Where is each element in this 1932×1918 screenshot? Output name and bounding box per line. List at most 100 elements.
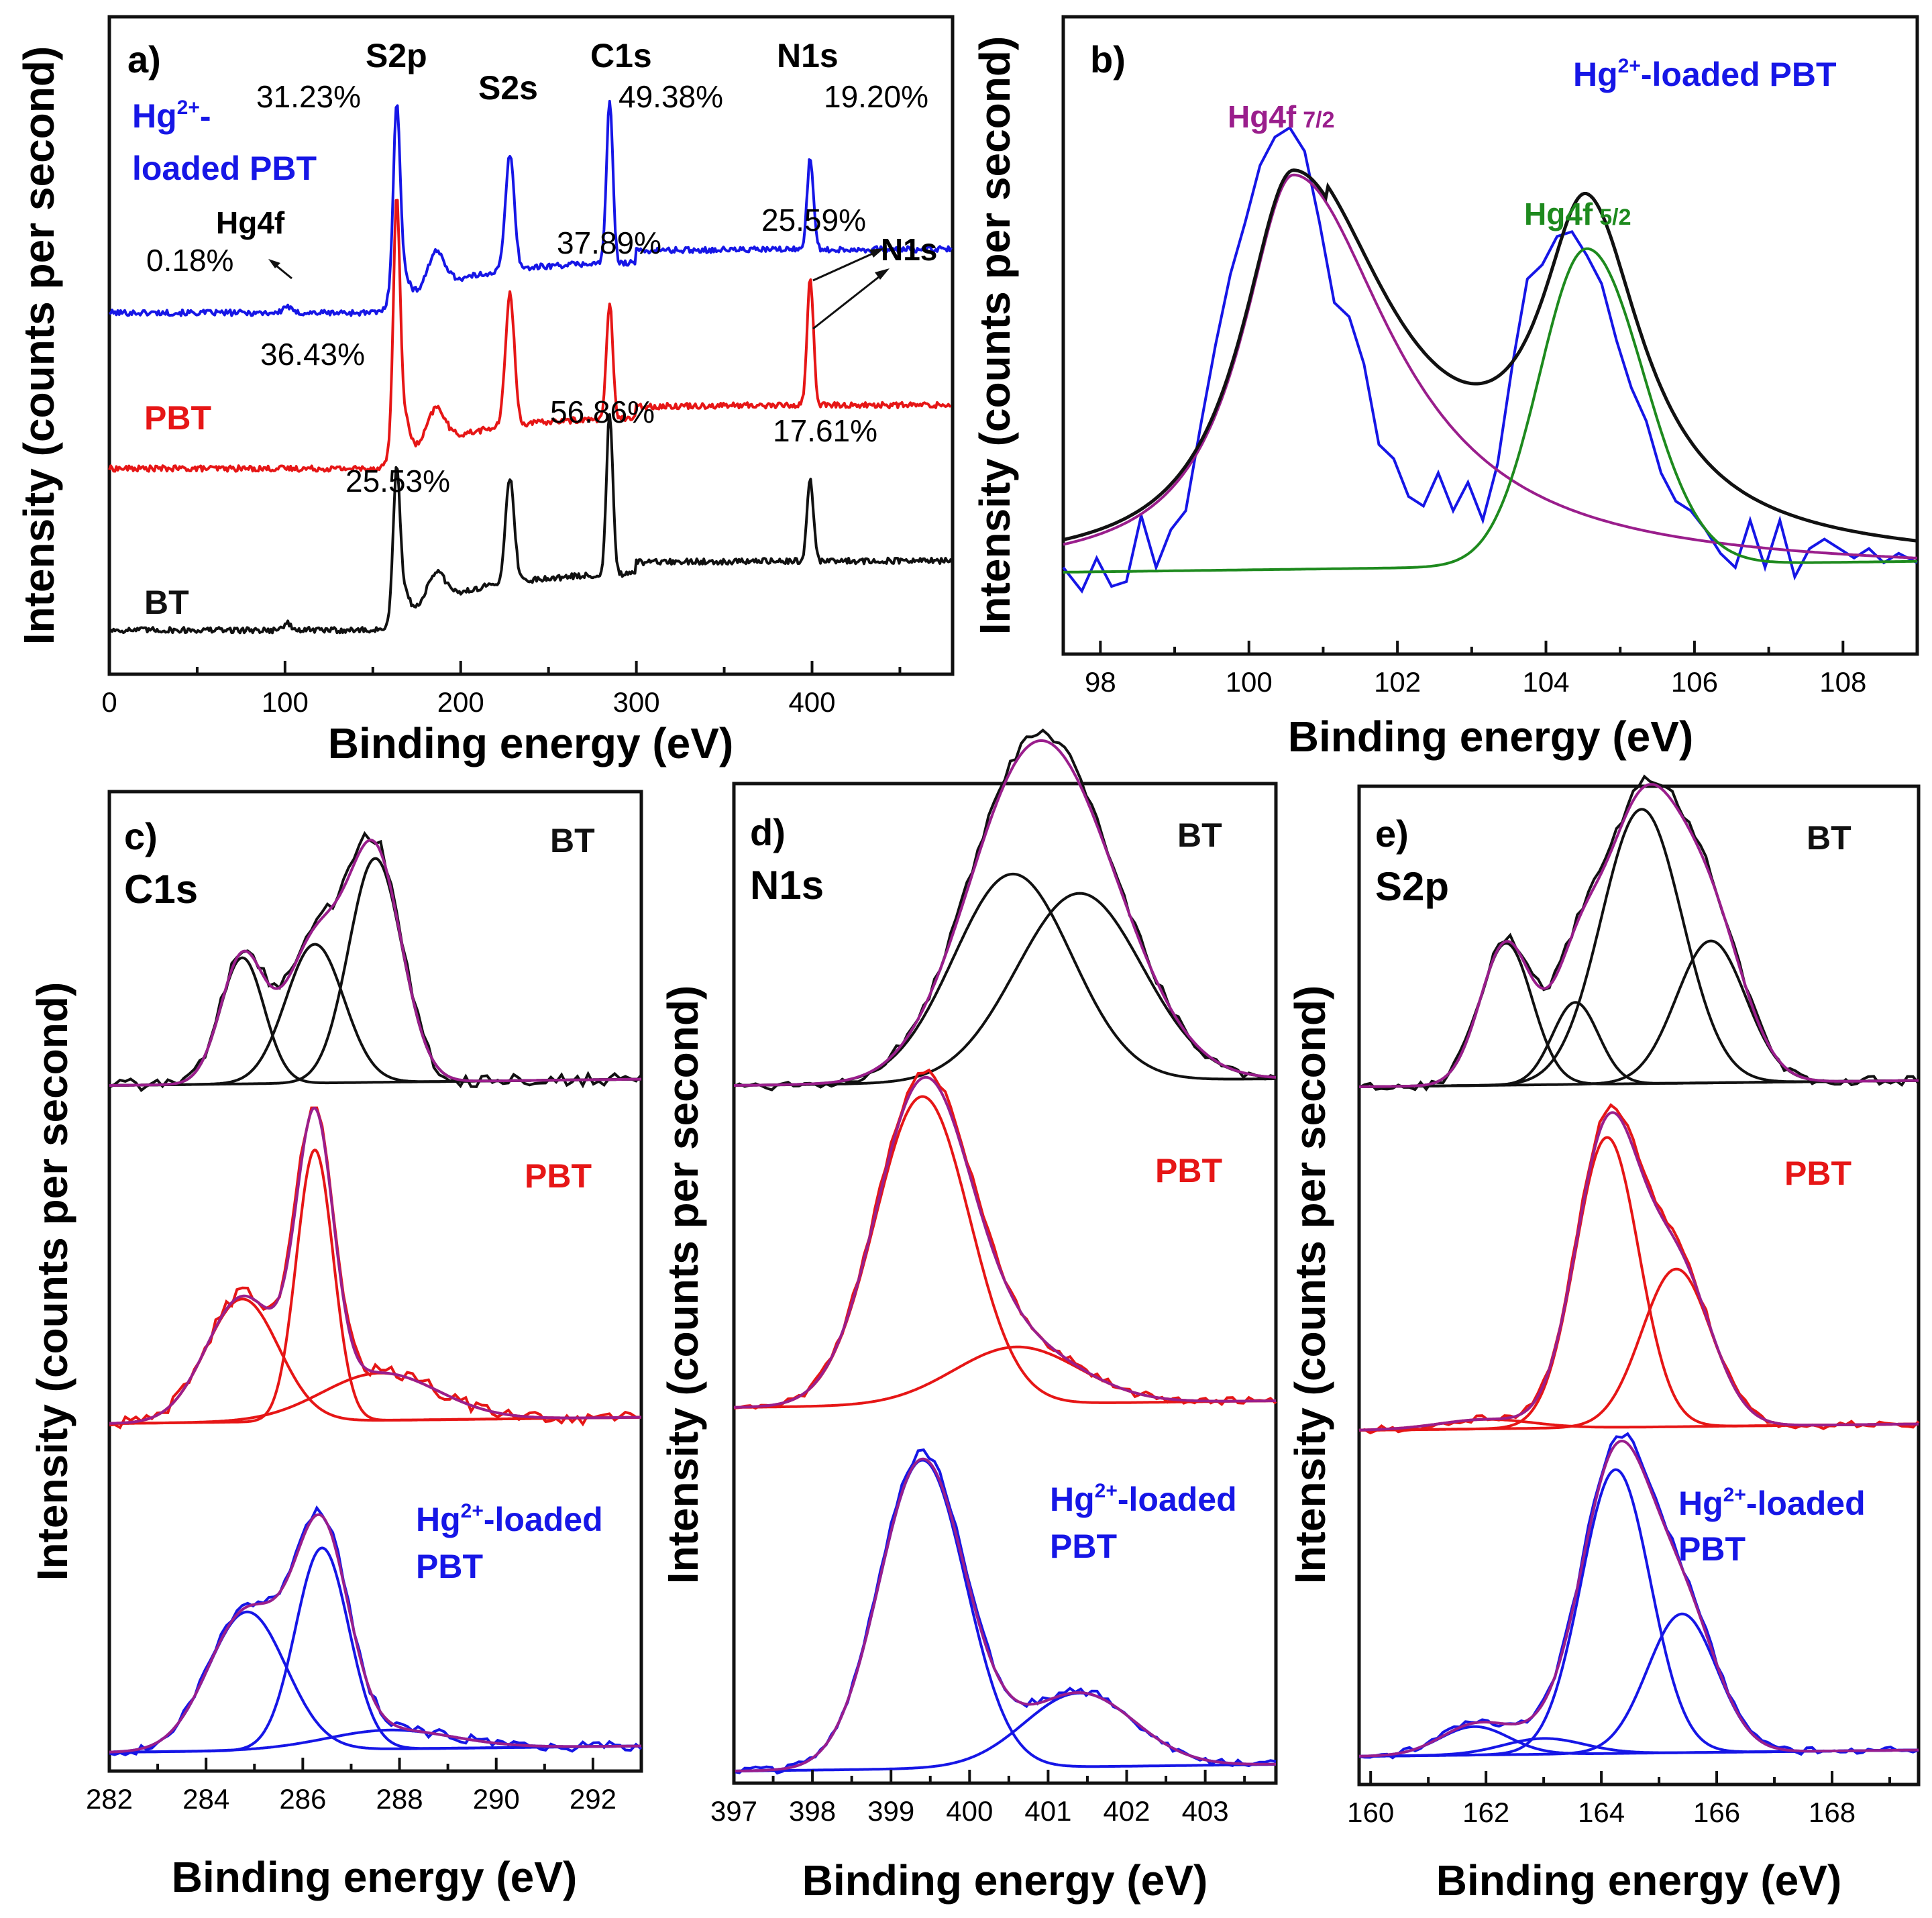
panel-d-x-tick-label: 399 <box>867 1795 914 1827</box>
callout-n1s-arrow-2 <box>812 270 886 330</box>
panel-e-hg-label: Hg2+-loaded <box>1678 1484 1866 1522</box>
peak-label-n1s: N1s <box>777 37 839 74</box>
panel-c-x-tick-label: 288 <box>376 1783 423 1815</box>
panel-d-pbt-label: PBT <box>1155 1152 1222 1189</box>
d-pbt-envelope-line <box>734 1075 1276 1409</box>
panel-e-pbt-label: PBT <box>1784 1155 1851 1192</box>
peak-label-s2s: S2s <box>478 69 538 107</box>
panel-b-ylabel: Intensity (counts per second) <box>971 36 1019 635</box>
panel-d-x-tick-label: 403 <box>1182 1795 1229 1827</box>
panel-d-xlabel: Binding energy (eV) <box>802 1856 1208 1905</box>
panel-b-title: Hg2+-loaded PBT <box>1573 55 1837 93</box>
panel-b-label: b) <box>1090 38 1126 81</box>
peak-label-s2p: S2p <box>366 37 427 74</box>
panel-a-xlabel: Binding energy (eV) <box>328 719 734 767</box>
panel-b-series <box>1062 125 1918 594</box>
panel-d-x-tick-label: 397 <box>710 1795 757 1827</box>
panel-b-hg4f: 98 100 102 104 106 108 b) Hg2+-loaded PBT Hg4… <box>971 15 1919 761</box>
fit-label-hg4f-72: Hg4f 7/2 <box>1228 99 1335 134</box>
hg4f-envelope-line <box>1063 168 1918 543</box>
d-bt-envelope-line <box>734 739 1277 1087</box>
panel-b-x-tick-label: 100 <box>1226 666 1273 698</box>
pct-hg-hg4f: 0.18% <box>146 243 233 278</box>
panel-e-element: S2p <box>1375 864 1449 909</box>
c-hg2-loaded-pbt-envelope-line <box>109 1513 641 1754</box>
panel-a-x-tick-label: 400 <box>788 686 835 718</box>
panel-c-xlabel: Binding energy (eV) <box>172 1853 578 1901</box>
d-hg2-loaded-pbt-envelope-line <box>733 1457 1276 1772</box>
pct-bt-s2p: 25.53% <box>345 464 450 498</box>
panel-d-n1s: 397 398 399 400 401 402 403 d) N1s BT PBT Hg2+… <box>659 728 1278 1905</box>
panel-c-pbt-label: PBT <box>525 1157 592 1195</box>
series-label-hg-pbt: Hg2+- <box>132 97 211 135</box>
panel-a-x-ticks: 0 100 200 300 400 <box>101 661 902 718</box>
c-hg2-loaded-pbt-component-2 <box>109 1546 641 1754</box>
callout-hg4f-arrowhead <box>268 259 280 268</box>
panel-d-hg-label: Hg2+-loaded <box>1050 1480 1237 1518</box>
pct-pbt-s2p: 36.43% <box>260 337 365 372</box>
survey-line-pbt <box>108 199 952 473</box>
panel-c-frame <box>107 790 643 1773</box>
pct-hg-c1s: 49.38% <box>619 79 723 114</box>
panel-d-x-tick-label: 400 <box>946 1795 993 1827</box>
peak-label-c1s: C1s <box>590 37 652 74</box>
panel-e-x-tick-label: 162 <box>1462 1797 1509 1828</box>
panel-c-series <box>109 831 643 1756</box>
panel-a-series <box>108 99 953 635</box>
e-bt-component-1 <box>1359 942 1919 1088</box>
callout-n1s: N1s <box>881 232 937 267</box>
series-label-hg-pbt-line2: loaded PBT <box>132 150 317 187</box>
d-bt-component-2 <box>734 892 1277 1087</box>
panel-b-x-tick-label: 104 <box>1522 666 1569 698</box>
panel-b-xlabel: Binding energy (eV) <box>1288 712 1694 761</box>
panel-c-x-tick-label: 290 <box>473 1783 520 1815</box>
panel-b-x-tick-label: 108 <box>1819 666 1866 698</box>
callout-n1s-arrowhead-1 <box>869 248 884 258</box>
d-pbt-component-1 <box>734 1095 1276 1409</box>
series-label-bt: BT <box>144 584 189 621</box>
hg4f-52-fit-line <box>1063 247 1918 574</box>
panel-c-x-tick-label: 282 <box>86 1783 133 1815</box>
panel-a-x-tick-label: 0 <box>101 686 117 718</box>
survey-line-bt <box>108 413 953 635</box>
pct-pbt-n1s: 25.59% <box>761 203 866 237</box>
panel-a-x-tick-label: 100 <box>262 686 309 718</box>
panel-d-bt-label: BT <box>1177 816 1222 854</box>
panel-d-x-ticks: 397 398 399 400 401 402 403 <box>710 1770 1246 1827</box>
pct-bt-c1s: 56.86% <box>550 394 655 429</box>
panel-e-series <box>1358 774 1920 1760</box>
panel-d-series <box>733 728 1277 1775</box>
pct-pbt-c1s: 37.89% <box>557 225 661 260</box>
hg4f-72-fit-line <box>1063 173 1918 560</box>
panel-c-x-tick-label: 292 <box>570 1783 616 1815</box>
pct-hg-n1s: 19.20% <box>824 79 928 114</box>
e-pbt-envelope-line <box>1358 1111 1919 1432</box>
panel-b-frame <box>1061 15 1919 656</box>
panel-a-x-tick-label: 200 <box>437 686 484 718</box>
e-hg2-loaded-pbt-envelope-line <box>1359 1439 1919 1758</box>
panel-c-x-ticks: 282 284 286 288 290 292 <box>86 1758 643 1815</box>
panel-c-hg-label-line2: PBT <box>416 1548 483 1585</box>
panel-e-xlabel: Binding energy (eV) <box>1436 1856 1842 1905</box>
panel-e-x-tick-label: 166 <box>1693 1797 1740 1828</box>
panel-c-ylabel: Intensity (counts per second) <box>28 982 76 1581</box>
d-pbt-raw-line <box>733 1068 1277 1410</box>
c-hg2-loaded-pbt-raw-line <box>109 1505 643 1756</box>
panel-d-x-tick-label: 401 <box>1024 1795 1071 1827</box>
panel-e-x-ticks: 160 162 164 166 168 <box>1347 1771 1892 1828</box>
panel-b-x-tick-label: 106 <box>1671 666 1718 698</box>
panel-e-x-tick-label: 160 <box>1347 1797 1394 1828</box>
panel-d-ylabel: Intensity (counts per second) <box>659 985 707 1585</box>
panel-e-x-tick-label: 164 <box>1578 1797 1625 1828</box>
panel-b-x-tick-label: 98 <box>1085 666 1116 698</box>
panel-d-element: N1s <box>750 863 824 908</box>
c-pbt-envelope-line <box>109 1106 641 1425</box>
panel-d-x-tick-label: 402 <box>1103 1795 1150 1827</box>
e-bt-component-4 <box>1359 939 1919 1088</box>
c-bt-envelope-line <box>109 839 641 1087</box>
series-label-pbt: PBT <box>144 399 211 437</box>
panel-a-label: a) <box>127 38 161 81</box>
pct-bt-n1s: 17.61% <box>773 413 877 448</box>
fit-label-hg4f-52: Hg4f 5/2 <box>1524 197 1631 231</box>
